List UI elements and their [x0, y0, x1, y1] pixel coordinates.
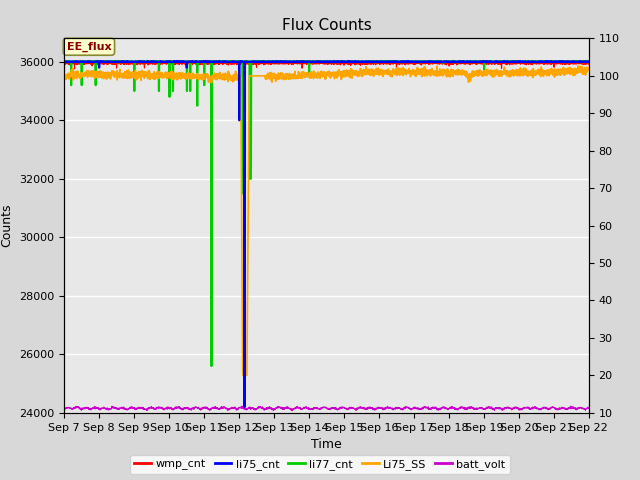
Y-axis label: 7500 SS: 7500 SS [639, 200, 640, 252]
Legend: wmp_cnt, li75_cnt, li77_cnt, Li75_SS, batt_volt: wmp_cnt, li75_cnt, li77_cnt, Li75_SS, ba… [130, 455, 510, 474]
Title: Flux Counts: Flux Counts [282, 18, 371, 33]
Y-axis label: Counts: Counts [1, 204, 13, 247]
Text: EE_flux: EE_flux [67, 42, 111, 52]
X-axis label: Time: Time [311, 438, 342, 451]
